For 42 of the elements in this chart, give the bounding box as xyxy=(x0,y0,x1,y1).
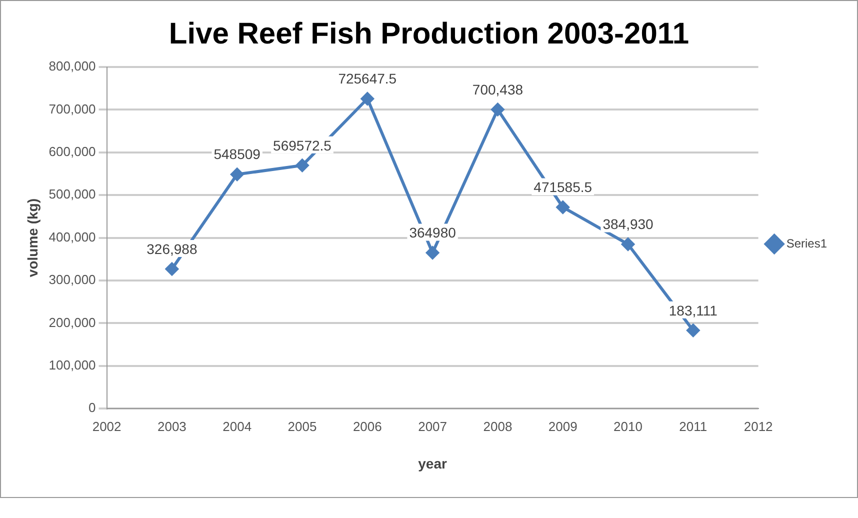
data-label: 725647.5 xyxy=(338,70,397,87)
y-tick-label: 400,000 xyxy=(48,229,96,244)
point xyxy=(686,324,700,337)
x-tick-label: 2011 xyxy=(679,418,708,434)
data-label: 183,111 xyxy=(668,302,718,318)
point xyxy=(165,262,178,276)
data-label: 471585.5 xyxy=(534,179,592,196)
data-label: 700,438 xyxy=(472,81,524,98)
point xyxy=(491,103,504,116)
x-tick-label: 2002 xyxy=(92,418,122,434)
data-label: 326,988 xyxy=(146,240,198,257)
y-tick-label: 100,000 xyxy=(48,357,96,372)
y-tick-label: 300,000 xyxy=(48,272,96,288)
x-tick-label: 2007 xyxy=(418,418,448,434)
data-label: 569572.5 xyxy=(273,137,332,154)
y-tick-label: 500,000 xyxy=(48,186,96,202)
point xyxy=(556,200,570,214)
x-tick-label: 2012 xyxy=(744,418,773,434)
data-label: 384,930 xyxy=(602,216,654,232)
point xyxy=(296,158,309,172)
point xyxy=(622,238,635,251)
y-tick-label: 700,000 xyxy=(48,101,96,116)
y-tick-label: 800,000 xyxy=(48,58,96,74)
chart-title: Live Reef Fish Production 2003-2011 xyxy=(168,17,690,50)
y-tick-label: 600,000 xyxy=(48,144,96,159)
x-tick-label: 2004 xyxy=(222,418,252,434)
legend-label: Series1 xyxy=(786,236,828,250)
y-axis-title: volume (kg) xyxy=(24,198,40,278)
x-tick-label: 2006 xyxy=(352,418,382,434)
y-tick-label: 0 xyxy=(88,400,96,416)
point xyxy=(230,168,244,181)
point xyxy=(360,92,374,106)
data-label: 364980 xyxy=(409,224,456,241)
data-label: 548509 xyxy=(214,146,261,162)
y-tick-label: 200,000 xyxy=(48,314,96,330)
x-tick-label: 2005 xyxy=(288,418,317,434)
x-tick-label: 2009 xyxy=(548,418,578,434)
point xyxy=(426,246,440,260)
x-axis-title: year xyxy=(418,455,448,472)
x-tick-label: 2003 xyxy=(157,418,186,434)
x-tick-label: 2010 xyxy=(614,418,642,434)
x-tick-label: 2008 xyxy=(483,418,512,434)
